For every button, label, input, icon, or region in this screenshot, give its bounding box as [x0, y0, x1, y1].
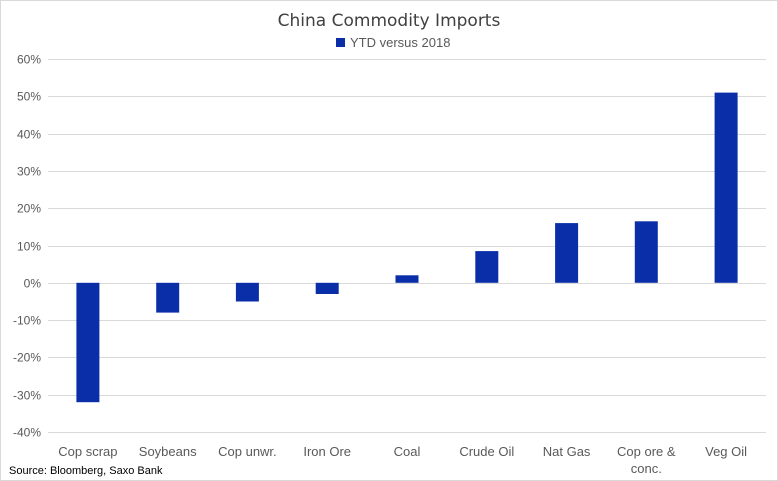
x-category-label: Crude Oil [459, 444, 514, 459]
bar [634, 221, 658, 283]
legend-label: YTD versus 2018 [350, 35, 450, 50]
chart-title: China Commodity Imports [278, 11, 501, 31]
y-tick-label: -10% [13, 314, 41, 328]
bar [395, 275, 419, 283]
y-tick-label: 40% [17, 128, 41, 142]
bar [235, 282, 259, 302]
x-category-label: Cop unwr. [218, 444, 277, 459]
x-category-label: Veg Oil [705, 444, 747, 459]
legend-swatch [336, 38, 345, 47]
y-tick-label: 60% [17, 53, 41, 67]
bars [76, 92, 738, 403]
y-tick-label: -40% [13, 426, 41, 440]
y-tick-label: 20% [17, 202, 41, 216]
y-tick-label: 10% [17, 240, 41, 254]
bar [475, 251, 499, 283]
y-tick-label: 50% [17, 90, 41, 104]
x-category-label: Soybeans [139, 444, 197, 459]
y-tick-label: -20% [13, 351, 41, 365]
bar [714, 92, 738, 283]
x-axis-categories: Cop scrap Soybeans Cop unwr. Iron Ore Coal Cr… [58, 444, 747, 476]
x-category-label: Iron Ore [303, 444, 351, 459]
y-tick-label: 30% [17, 165, 41, 179]
x-category-label: Cop ore & conc. [617, 444, 676, 476]
y-axis-ticks: 60% 50% 40% 30% 20% 10% 0% -10% -20% -30% -40% [13, 53, 41, 440]
x-category-label: Coal [394, 444, 421, 459]
bar [315, 282, 339, 294]
gridlines [48, 59, 766, 433]
x-category-label: Cop scrap [58, 444, 117, 459]
y-tick-label: -30% [13, 389, 41, 403]
y-tick-label: 0% [24, 277, 42, 291]
source-note: Source: Bloomberg, Saxo Bank [9, 465, 163, 477]
bar [555, 223, 579, 283]
x-category-label: Nat Gas [543, 444, 591, 459]
bar [156, 282, 180, 313]
bar [76, 282, 100, 403]
